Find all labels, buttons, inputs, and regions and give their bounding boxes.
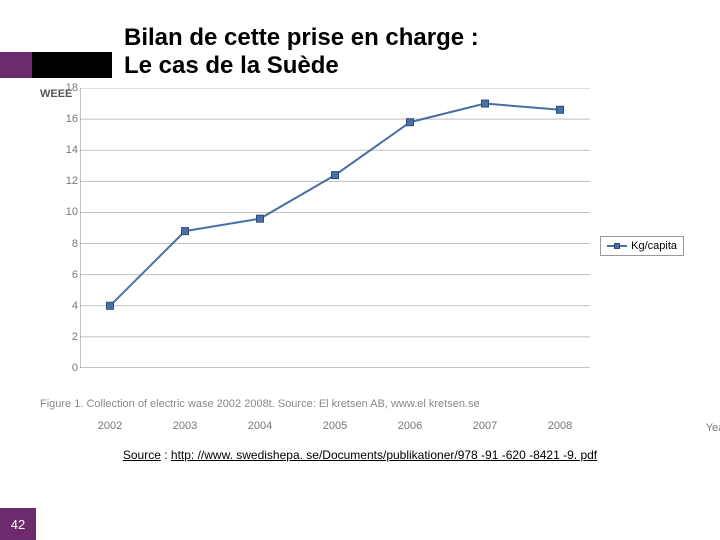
slide: Bilan de cette prise en charge : Le cas …: [0, 0, 720, 540]
source-line: Source : http: //www. swedishepa. se/Doc…: [0, 448, 720, 462]
y-axis: 024681012141618: [40, 88, 80, 368]
x-axis-title: Year: [706, 422, 720, 434]
accent-purple: [0, 52, 32, 78]
figure-caption: Figure 1. Collection of electric wase 20…: [40, 398, 680, 410]
source-link[interactable]: http: //www. swedishepa. se/Documents/pu…: [171, 448, 597, 462]
legend: Kg/capita: [600, 236, 684, 256]
y-tick-label: 0: [72, 362, 78, 374]
y-tick-label: 16: [66, 113, 78, 125]
page-number: 42: [11, 517, 25, 532]
y-tick-label: 14: [66, 144, 78, 156]
chart: WEEE 024681012141618 2002200320042005200…: [40, 88, 680, 418]
x-axis: 2002 2003 2004 2005 2006 2007 2008: [80, 418, 590, 436]
title-line-2: Le cas de la Suède: [124, 52, 339, 79]
y-tick-label: 18: [66, 82, 78, 94]
y-tick-label: 2: [72, 331, 78, 343]
legend-label: Kg/capita: [631, 240, 677, 252]
x-tick-label: 2002: [98, 420, 122, 432]
accent-bar: [0, 52, 112, 78]
legend-swatch: [607, 242, 627, 250]
y-tick-label: 4: [72, 300, 78, 312]
x-tick-label: 2005: [323, 420, 347, 432]
title-block: Bilan de cette prise en charge : Le cas …: [124, 24, 684, 79]
x-tick-label: 2003: [173, 420, 197, 432]
legend-marker-icon: [614, 243, 620, 249]
x-tick-label: 2008: [548, 420, 572, 432]
accent-black: [32, 52, 112, 78]
x-tick-label: 2007: [473, 420, 497, 432]
y-tick-label: 10: [66, 206, 78, 218]
x-tick-label: 2004: [248, 420, 272, 432]
title-line-1: Bilan de cette prise en charge :: [124, 24, 479, 51]
y-tick-label: 12: [66, 175, 78, 187]
y-tick-label: 8: [72, 238, 78, 250]
plot-svg: [80, 88, 590, 368]
y-tick-label: 6: [72, 269, 78, 281]
source-prefix: Source: [123, 448, 161, 462]
slide-title: Bilan de cette prise en charge : Le cas …: [124, 24, 684, 79]
page-number-box: 42: [0, 508, 36, 540]
x-tick-label: 2006: [398, 420, 422, 432]
plot-area: [80, 88, 590, 368]
